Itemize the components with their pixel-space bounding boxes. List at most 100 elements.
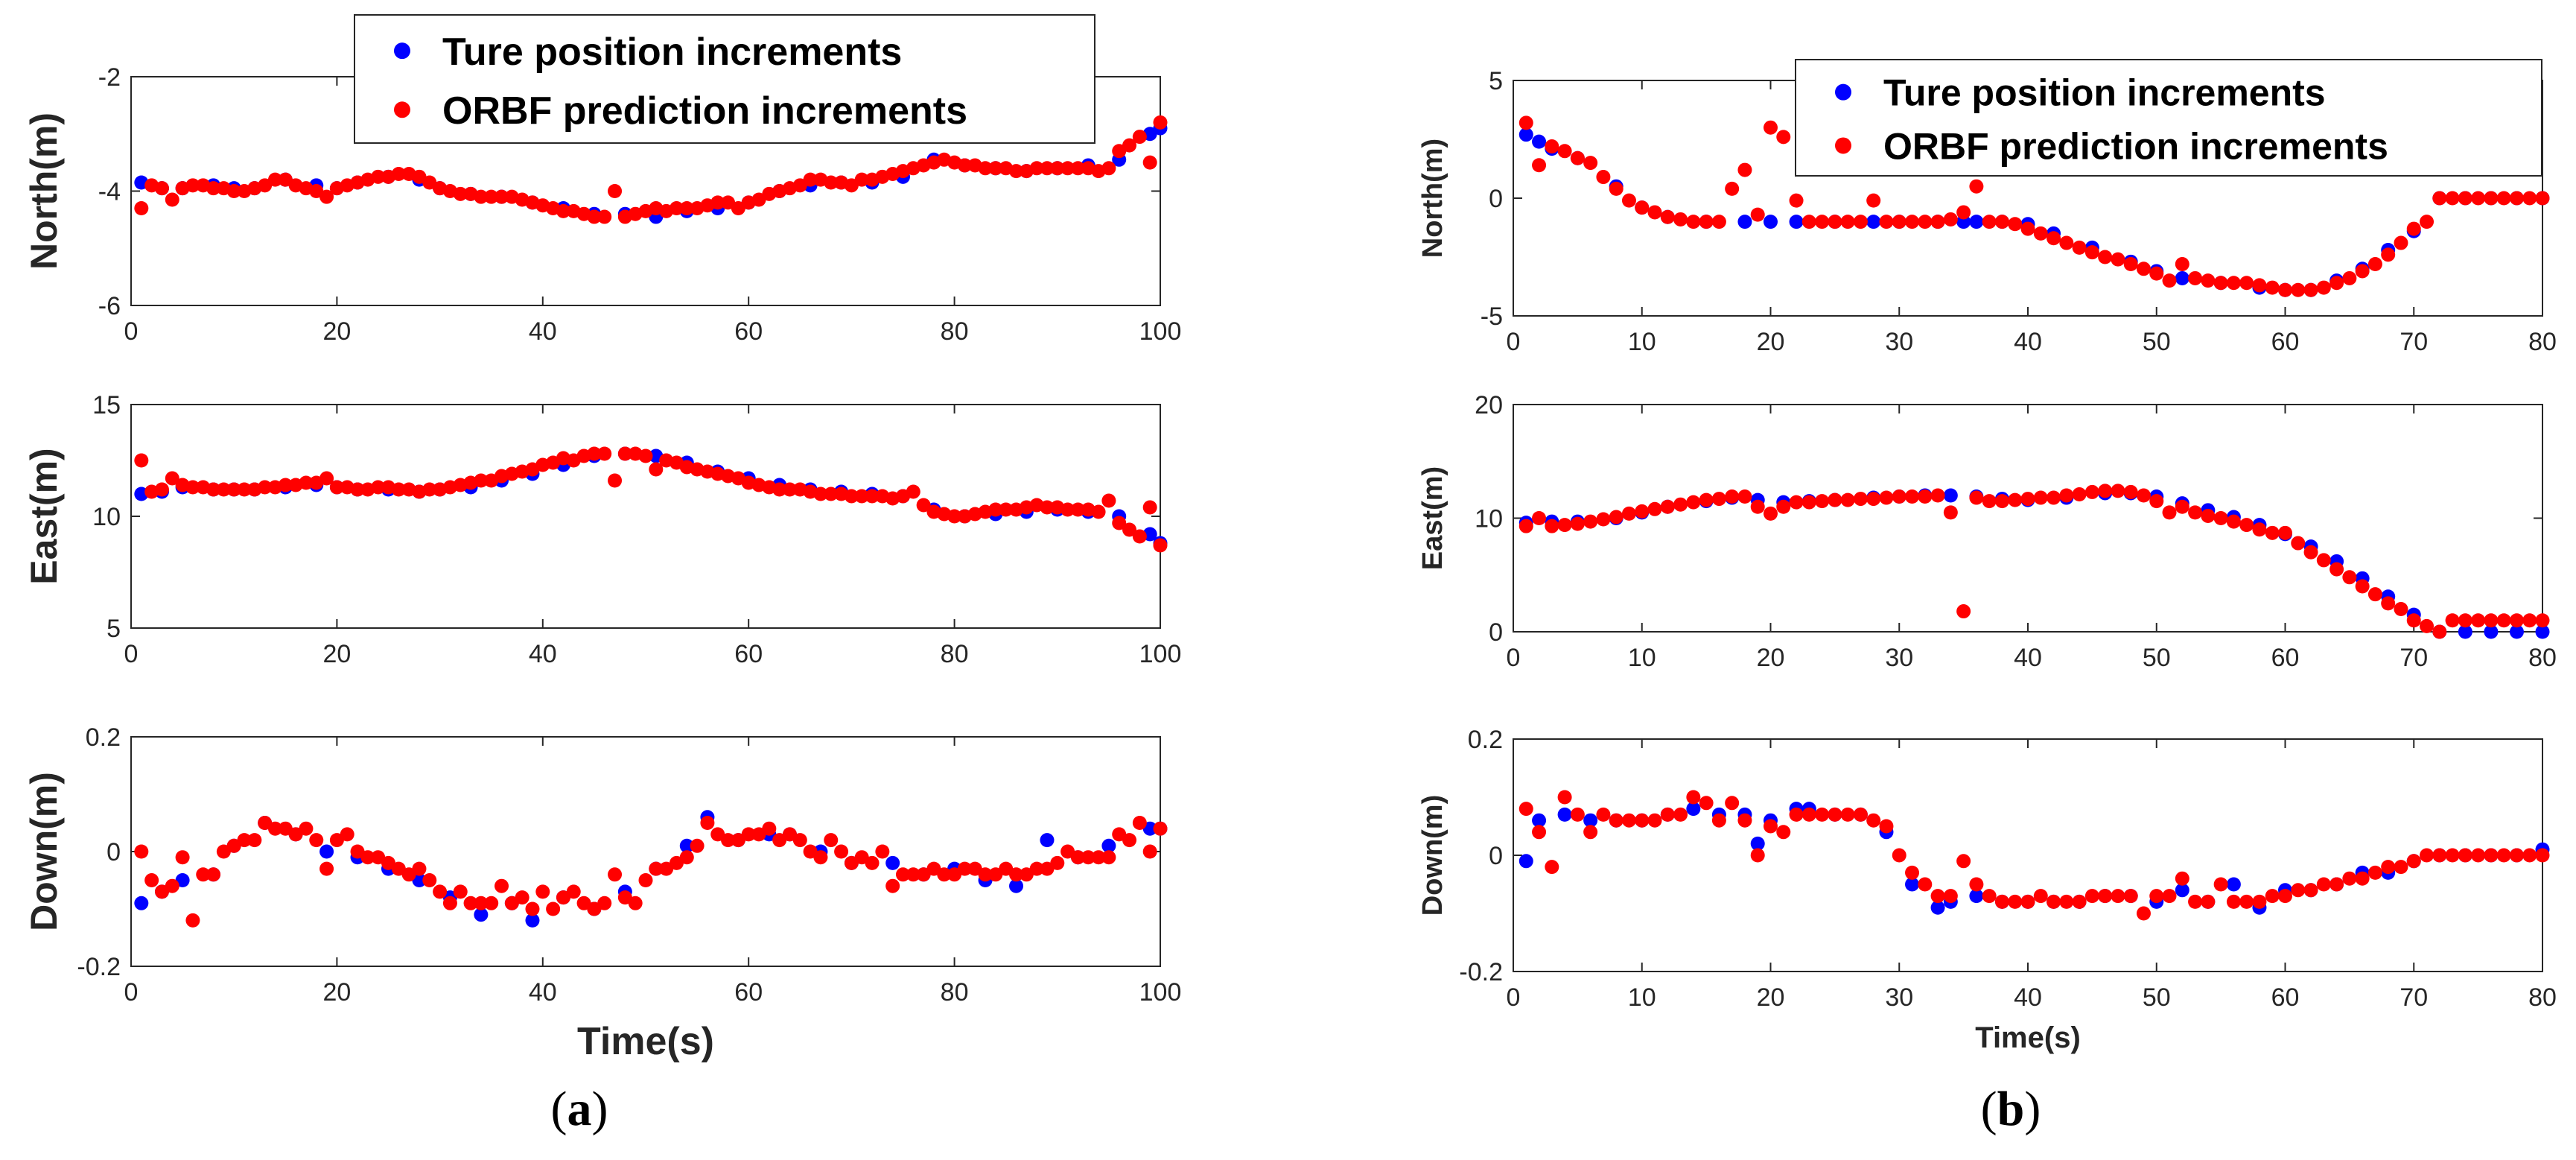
y-axis-label: East(m) [1417, 466, 1448, 570]
data-point [535, 884, 550, 899]
data-point [2201, 894, 2216, 909]
data-point [2072, 486, 2087, 501]
legend-label: ORBF prediction increments [442, 89, 967, 133]
data-point [1711, 813, 1726, 828]
data-point [2496, 191, 2511, 206]
data-point [1737, 162, 1752, 177]
data-point [525, 913, 540, 928]
data-point [422, 873, 437, 887]
x-tick-label: 60 [2271, 983, 2300, 1012]
series-predicted [134, 115, 1168, 224]
data-point [2522, 191, 2537, 206]
data-point [2406, 221, 2421, 236]
data-point [350, 844, 365, 859]
data-point [2535, 624, 2550, 639]
data-point [587, 209, 602, 224]
data-point [2226, 894, 2241, 909]
data-point [1091, 504, 1106, 519]
legend-marker [394, 42, 410, 60]
data-point [1737, 215, 1752, 229]
y-tick-label: -2 [98, 63, 121, 92]
data-point [1750, 848, 1765, 863]
data-point [360, 850, 375, 865]
data-point [2458, 613, 2472, 628]
data-point [2420, 618, 2435, 633]
data-point [731, 833, 745, 848]
data-point [185, 178, 200, 193]
data-point [2175, 871, 2189, 886]
data-point [1532, 511, 1547, 525]
data-point [1673, 497, 1688, 512]
x-tick-label: 60 [2271, 644, 2300, 672]
data-point [267, 821, 282, 836]
data-point [2213, 877, 2228, 892]
data-point [1122, 138, 1137, 153]
y-tick-label: 0 [1489, 842, 1503, 870]
data-point [679, 850, 694, 865]
data-point [1009, 867, 1024, 882]
y-tick-label: 0.2 [1468, 726, 1503, 754]
x-tick-label: 10 [1628, 328, 1656, 356]
data-point [597, 896, 612, 910]
subplot-east: 0 10 20 30 40 50 60 70 80 0 10 20 East(m) [1417, 391, 2557, 672]
data-point [2008, 894, 2023, 909]
data-point [967, 861, 982, 876]
data-point [1142, 844, 1157, 859]
data-point [2020, 492, 2035, 507]
data-point [412, 873, 427, 887]
data-point [957, 861, 972, 876]
data-point [2226, 877, 2241, 892]
data-point [154, 884, 169, 899]
data-point [463, 896, 478, 910]
x-tick-label: 60 [734, 978, 763, 1007]
data-point [999, 861, 1014, 876]
data-point [2342, 270, 2357, 285]
data-point [803, 844, 818, 859]
data-point [175, 873, 190, 887]
data-point [1122, 522, 1137, 537]
data-point [1518, 854, 1533, 869]
data-point [2265, 280, 2280, 295]
data-point [2059, 488, 2074, 503]
data-point [1866, 813, 1881, 828]
data-point [2484, 191, 2499, 206]
data-point [391, 482, 406, 497]
data-point [1969, 215, 1984, 229]
data-point [237, 833, 252, 848]
data-point [1673, 807, 1688, 822]
data-point [916, 498, 931, 513]
data-point [2020, 221, 2035, 236]
y-tick-label: -0.2 [77, 953, 121, 981]
data-point [1532, 134, 1547, 149]
data-point [401, 867, 416, 882]
data-point [896, 867, 910, 882]
data-point [474, 907, 489, 922]
y-axis-label: North(m) [1417, 139, 1448, 258]
legend-marker [1835, 83, 1851, 101]
data-point [679, 201, 694, 216]
data-point [1609, 181, 1623, 196]
data-point [165, 471, 179, 486]
y-axis-label: Down(m) [1417, 795, 1448, 916]
data-point [813, 850, 828, 865]
data-point [2355, 264, 2370, 279]
data-point [453, 884, 468, 899]
data-point [1596, 170, 1611, 185]
data-point [1686, 802, 1701, 817]
data-point [1776, 499, 1791, 514]
data-point [2252, 522, 2267, 537]
data-point [1673, 212, 1688, 226]
legend: Ture position increments ORBF prediction … [1795, 59, 2542, 177]
data-point [1866, 215, 1881, 229]
data-point [813, 486, 828, 501]
data-point [2188, 894, 2203, 909]
data-point [2047, 894, 2061, 909]
x-tick-label: 100 [1139, 978, 1182, 1007]
x-axis-label: Time(s) [577, 1020, 714, 1063]
y-tick-label: 15 [92, 391, 121, 419]
data-point [1101, 493, 1116, 508]
